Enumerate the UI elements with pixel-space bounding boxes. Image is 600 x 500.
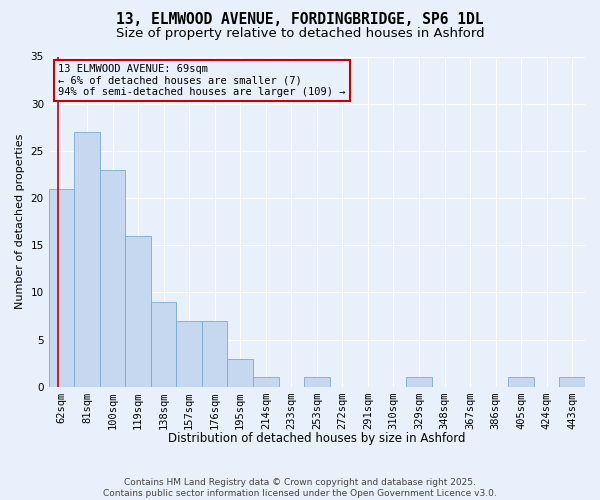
Text: Contains HM Land Registry data © Crown copyright and database right 2025.
Contai: Contains HM Land Registry data © Crown c… (103, 478, 497, 498)
Y-axis label: Number of detached properties: Number of detached properties (15, 134, 25, 310)
Text: Size of property relative to detached houses in Ashford: Size of property relative to detached ho… (116, 28, 484, 40)
Bar (100, 170, 125, 387)
Bar (49, 188, 74, 387)
Bar (406, 378, 432, 387)
Bar (253, 378, 278, 387)
Bar (74, 132, 100, 387)
Text: 13, ELMWOOD AVENUE, FORDINGBRIDGE, SP6 1DL: 13, ELMWOOD AVENUE, FORDINGBRIDGE, SP6 1… (116, 12, 484, 28)
Bar (508, 378, 534, 387)
X-axis label: Distribution of detached houses by size in Ashford: Distribution of detached houses by size … (168, 432, 466, 445)
Bar (559, 378, 585, 387)
Bar (151, 302, 176, 387)
Bar (176, 321, 202, 387)
Bar (125, 236, 151, 387)
Bar (202, 321, 227, 387)
Bar (227, 358, 253, 387)
Bar (304, 378, 329, 387)
Text: 13 ELMWOOD AVENUE: 69sqm
← 6% of detached houses are smaller (7)
94% of semi-det: 13 ELMWOOD AVENUE: 69sqm ← 6% of detache… (58, 64, 346, 98)
